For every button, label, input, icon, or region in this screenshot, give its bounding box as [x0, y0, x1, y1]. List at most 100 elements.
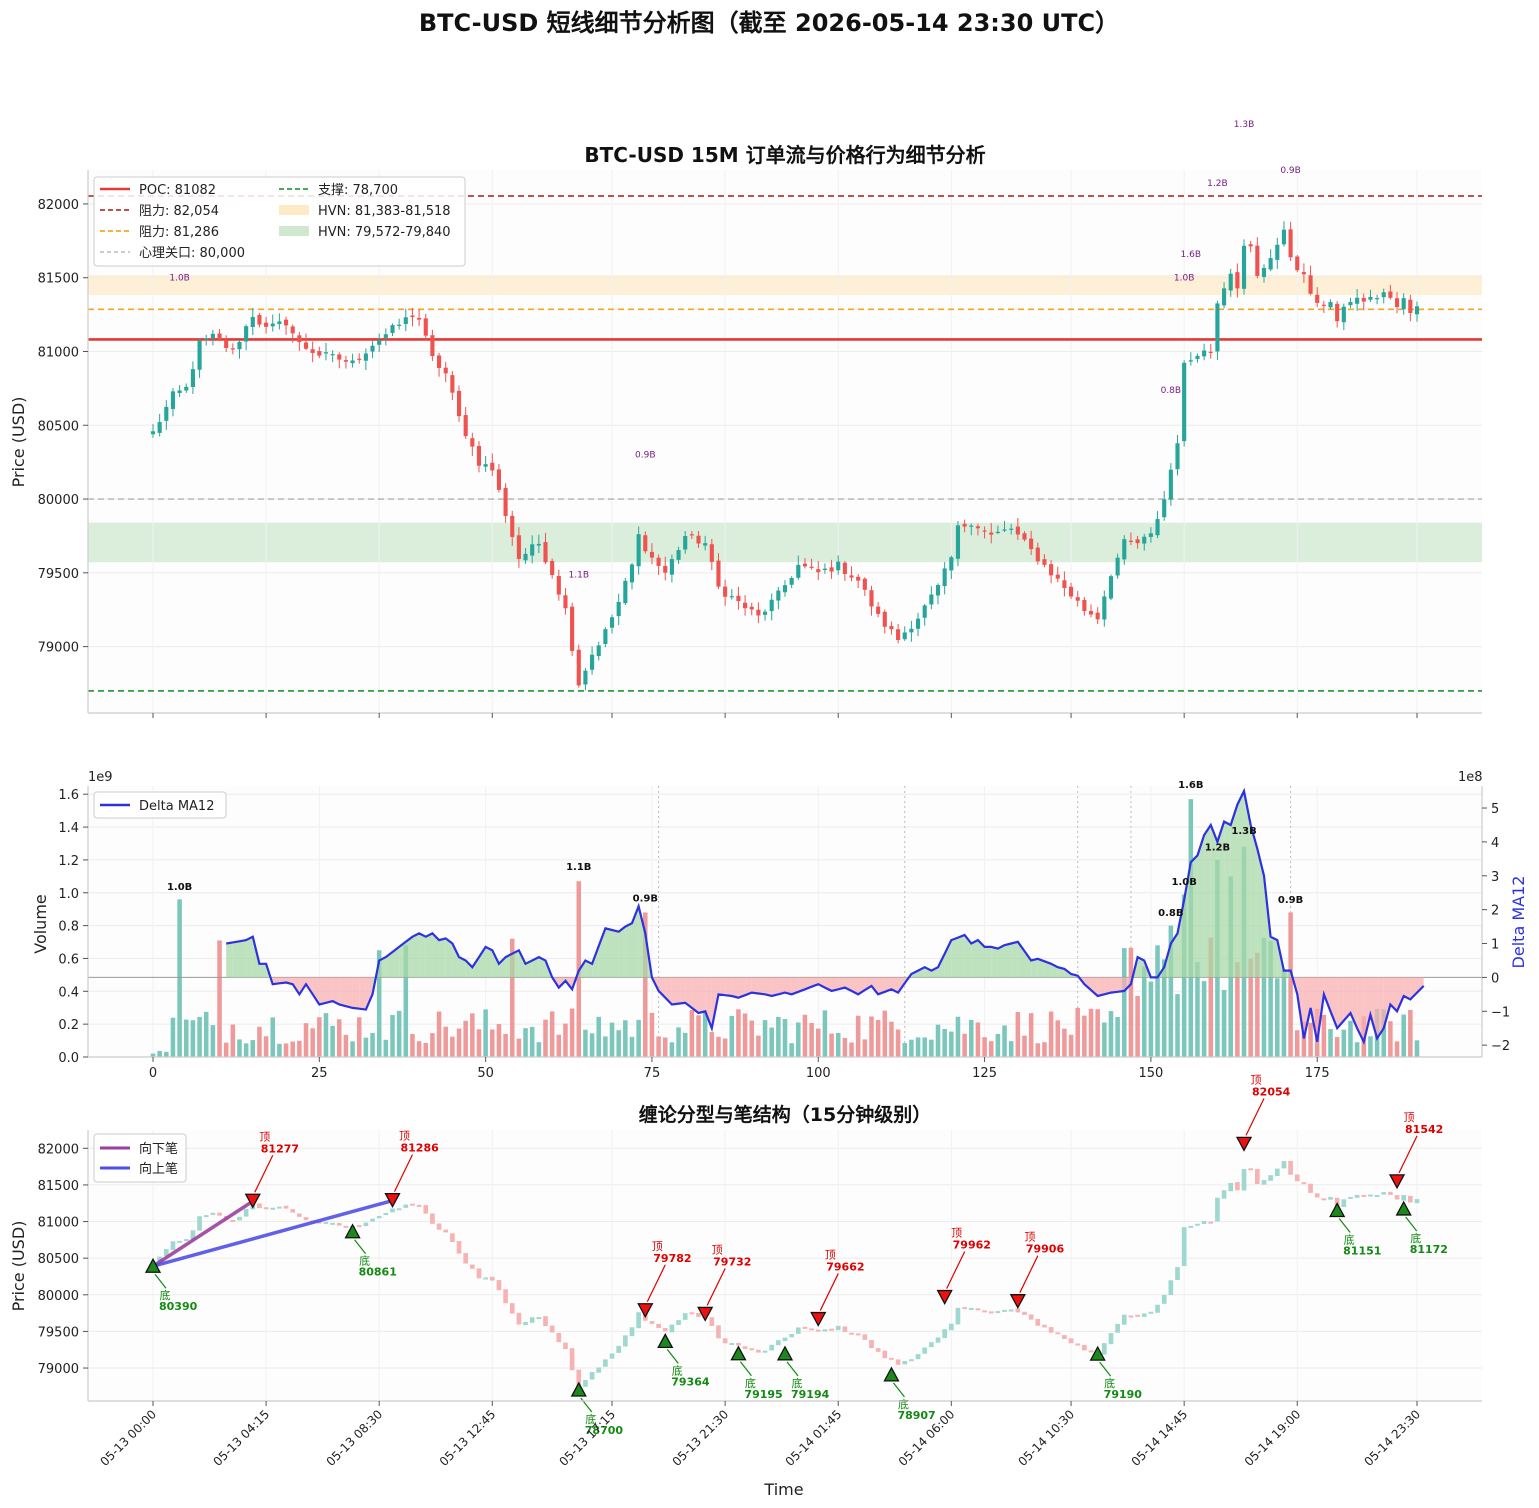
- volume-annotation: 1.6B: [1181, 250, 1202, 260]
- faded-candle: [376, 1215, 382, 1219]
- delta-positive-fill: [1224, 821, 1231, 978]
- fractal-structure-panel: 缠论分型与笔结构（15分钟级别） Price (USD) Time 顶81277…: [9, 1073, 1482, 1499]
- bottom-fractal-value: 78907: [897, 1409, 935, 1422]
- volume-bar: [736, 1009, 741, 1057]
- volume-bar: [543, 1019, 548, 1057]
- faded-candle: [1408, 1195, 1413, 1203]
- delta-negative-fill: [1097, 977, 1105, 997]
- volume-bar: [869, 1016, 874, 1057]
- faded-candle: [157, 1256, 162, 1262]
- volume-bar: [150, 1053, 156, 1057]
- volume-bar: [1082, 1015, 1087, 1057]
- delta-negative-fill: [339, 977, 346, 1007]
- panel3-xlabel: Time: [763, 1480, 803, 1499]
- candle-body: [583, 670, 588, 685]
- delta-positive-fill: [1017, 941, 1025, 978]
- faded-candle: [603, 1359, 608, 1367]
- volume-bar: [1255, 952, 1260, 1057]
- y-tick-label: 80500: [38, 1252, 79, 1267]
- delta-positive-fill: [944, 940, 952, 978]
- bottom-fractal-label: 底: [898, 1397, 909, 1411]
- delta-negative-fill: [1383, 977, 1391, 1029]
- panel1-ylabel: Price (USD): [9, 397, 28, 488]
- volume-bar: [350, 1041, 355, 1057]
- candle-body: [1208, 351, 1213, 353]
- volume-bar: [523, 1028, 528, 1057]
- bottom-fractal-value: 79190: [1104, 1388, 1143, 1401]
- y2-tick-label: 5: [1491, 802, 1499, 817]
- faded-candle: [975, 1308, 981, 1311]
- delta-negative-fill: [1290, 970, 1298, 995]
- x-tick-label: 100: [806, 1066, 831, 1081]
- volume-bar: [769, 1027, 774, 1057]
- delta-negative-fill: [785, 977, 792, 995]
- faded-candle: [716, 1325, 721, 1339]
- delta-negative-fill: [758, 977, 766, 995]
- bi-up-line: [152, 1198, 393, 1268]
- candle-body: [1062, 580, 1067, 589]
- candle-body: [270, 323, 275, 327]
- candle-body: [876, 606, 881, 614]
- faded-candle: [795, 1327, 801, 1334]
- volume-bar: [463, 1020, 468, 1057]
- volume-bar: [263, 1036, 269, 1057]
- y2-tick-label: 2: [1491, 904, 1499, 919]
- volume-bar: [456, 1028, 462, 1057]
- bottom-fractal-label: 底: [792, 1376, 803, 1390]
- x-tick-label: 05-14 14:45: [1129, 1407, 1191, 1469]
- volume-annotation: 1.2B: [1207, 179, 1228, 189]
- faded-candle: [1354, 1194, 1360, 1198]
- volume-bar: [1115, 1017, 1120, 1057]
- candle-body: [1175, 443, 1180, 470]
- delta-positive-fill: [1244, 791, 1251, 978]
- volume-bar: [822, 1010, 828, 1057]
- candle-body: [1375, 298, 1380, 300]
- candle-body: [816, 569, 821, 573]
- candle-body: [889, 626, 894, 630]
- volume-bar: [450, 1036, 455, 1057]
- faded-candle: [869, 1340, 874, 1349]
- volume-bar: [496, 1024, 502, 1057]
- candle-body: [1188, 360, 1193, 362]
- faded-candle: [509, 1303, 515, 1314]
- volume-bar: [862, 1039, 868, 1057]
- faded-candle: [569, 1348, 575, 1371]
- delta-positive-fill: [259, 963, 267, 978]
- volume-annotation: 0.9B: [635, 451, 656, 461]
- candle-body: [716, 560, 721, 587]
- faded-candle: [1135, 1314, 1140, 1317]
- faded-candle: [463, 1253, 469, 1264]
- faded-candle: [1042, 1324, 1047, 1328]
- volume-bar: [243, 1043, 249, 1057]
- candle-body: [842, 562, 847, 575]
- volume-bar: [942, 1028, 947, 1057]
- volume-bar: [1175, 994, 1180, 1057]
- faded-candle: [1175, 1267, 1180, 1280]
- volume-bar: [1028, 1013, 1034, 1057]
- candle-body: [669, 559, 674, 575]
- top-fractal-value: 79662: [826, 1261, 864, 1274]
- candle-body: [1275, 244, 1280, 260]
- faded-candle: [1181, 1227, 1187, 1267]
- candle-body: [390, 325, 395, 333]
- faded-candle: [1068, 1338, 1074, 1344]
- faded-candle: [1414, 1199, 1420, 1204]
- delta-positive-fill: [379, 957, 386, 978]
- candle-body: [962, 523, 967, 527]
- bottom-fractal-marker: [883, 1366, 900, 1382]
- delta-negative-fill: [725, 977, 732, 997]
- volume-bar: [1408, 1009, 1413, 1057]
- faded-candle: [636, 1312, 641, 1329]
- volume-bar: [682, 1032, 688, 1057]
- delta-negative-fill: [731, 977, 739, 998]
- y2-tick-label: 3: [1491, 870, 1499, 885]
- candle-body: [869, 590, 874, 607]
- candle-body: [190, 369, 195, 388]
- delta-positive-fill: [232, 941, 240, 978]
- volume-bar: [237, 1039, 242, 1057]
- candle-body: [849, 575, 854, 578]
- bottom-fractal-value: 80861: [359, 1266, 397, 1279]
- candle-body: [636, 534, 641, 567]
- faded-candle: [729, 1343, 735, 1346]
- delta-negative-fill: [1417, 977, 1424, 993]
